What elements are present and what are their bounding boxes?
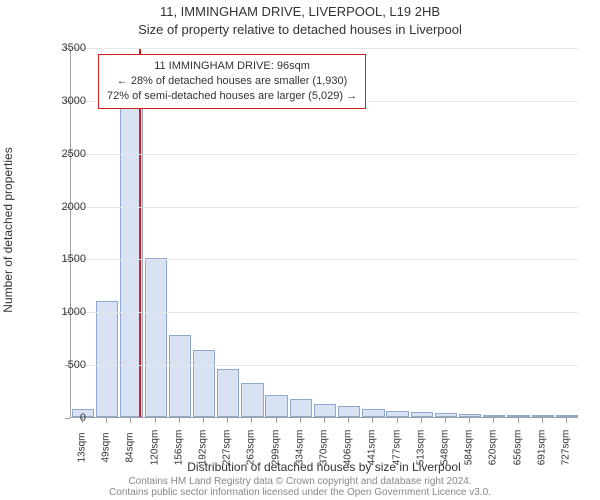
xtick-mark <box>493 418 494 423</box>
bar <box>362 409 384 417</box>
bar <box>169 335 191 417</box>
xtick-mark <box>372 418 373 423</box>
footer-line-2: Contains public sector information licen… <box>109 487 491 498</box>
title-sub: Size of property relative to detached ho… <box>0 22 600 37</box>
xtick-mark <box>469 418 470 423</box>
xtick-mark <box>276 418 277 423</box>
ytick-label: 1000 <box>46 306 86 318</box>
bar <box>217 369 239 417</box>
bar <box>193 350 215 417</box>
gridline-h <box>70 207 578 208</box>
footer-line-1: Contains HM Land Registry data © Crown c… <box>128 476 471 487</box>
xtick-label: 49sqm <box>101 432 112 462</box>
xtick-mark <box>421 418 422 423</box>
bar <box>556 415 578 417</box>
bar <box>483 415 505 417</box>
ytick-label: 1500 <box>46 253 86 265</box>
ytick-label: 3500 <box>46 42 86 54</box>
legend-line-3: 72% of semi-detached houses are larger (… <box>107 89 357 104</box>
xtick-mark <box>227 418 228 423</box>
xtick-mark <box>324 418 325 423</box>
xtick-label: 13sqm <box>77 432 88 462</box>
bar <box>386 411 408 417</box>
gridline-h <box>70 365 578 366</box>
y-axis-label: Number of detached properties <box>1 147 15 312</box>
xtick-mark <box>566 418 567 423</box>
chart-container: 11, IMMINGHAM DRIVE, LIVERPOOL, L19 2HB … <box>0 0 600 500</box>
bar <box>459 414 481 417</box>
bar <box>96 301 118 417</box>
gridline-h <box>70 48 578 49</box>
legend-box: 11 IMMINGHAM DRIVE: 96sqm ← 28% of detac… <box>98 54 366 109</box>
bar <box>411 412 433 417</box>
bar <box>290 399 312 417</box>
xtick-mark <box>542 418 543 423</box>
bar <box>435 413 457 417</box>
xtick-mark <box>82 418 83 423</box>
xtick-label: 84sqm <box>125 432 136 462</box>
gridline-h <box>70 154 578 155</box>
xtick-mark <box>348 418 349 423</box>
legend-line-2: ← 28% of detached houses are smaller (1,… <box>107 74 357 89</box>
xtick-mark <box>106 418 107 423</box>
xtick-mark <box>300 418 301 423</box>
bar <box>145 258 167 417</box>
xtick-mark <box>203 418 204 423</box>
x-axis-label: Distribution of detached houses by size … <box>70 460 578 474</box>
legend-line-1: 11 IMMINGHAM DRIVE: 96sqm <box>107 59 357 74</box>
title-main: 11, IMMINGHAM DRIVE, LIVERPOOL, L19 2HB <box>0 4 600 19</box>
ytick-label: 0 <box>46 412 86 424</box>
bar <box>241 383 263 417</box>
ytick-label: 2000 <box>46 201 86 213</box>
xtick-mark <box>518 418 519 423</box>
footer: Contains HM Land Registry data © Crown c… <box>0 476 600 498</box>
bar <box>532 415 554 417</box>
ytick-label: 500 <box>46 359 86 371</box>
xtick-mark <box>179 418 180 423</box>
xtick-mark <box>445 418 446 423</box>
xtick-mark <box>251 418 252 423</box>
xtick-mark <box>397 418 398 423</box>
gridline-h <box>70 259 578 260</box>
bar <box>265 395 287 417</box>
ytick-label: 3000 <box>46 95 86 107</box>
gridline-h <box>70 312 578 313</box>
xtick-mark <box>155 418 156 423</box>
bar <box>314 404 336 417</box>
ytick-label: 2500 <box>46 148 86 160</box>
bar <box>338 406 360 417</box>
xtick-mark <box>130 418 131 423</box>
bar <box>507 415 529 417</box>
